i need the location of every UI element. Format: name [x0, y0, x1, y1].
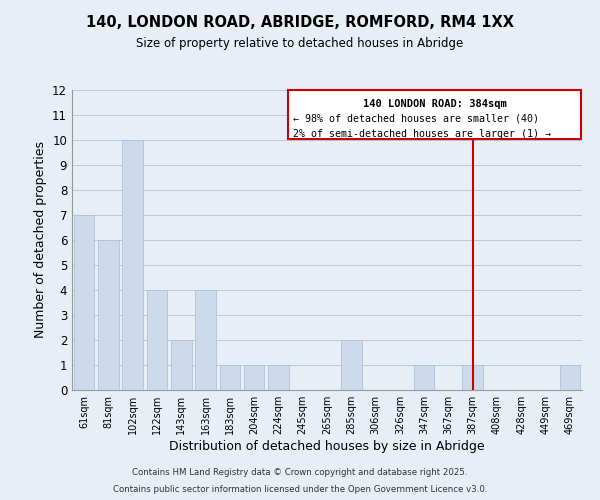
Text: 140 LONDON ROAD: 384sqm: 140 LONDON ROAD: 384sqm [362, 99, 506, 109]
Bar [268, 365, 289, 390]
Bar [195, 290, 216, 390]
Bar [463, 365, 483, 390]
Bar [220, 365, 240, 390]
Text: 2% of semi-detached houses are larger (1) →: 2% of semi-detached houses are larger (1… [293, 128, 551, 138]
Bar [341, 340, 362, 390]
Text: Contains HM Land Registry data © Crown copyright and database right 2025.: Contains HM Land Registry data © Crown c… [132, 468, 468, 477]
X-axis label: Distribution of detached houses by size in Abridge: Distribution of detached houses by size … [169, 440, 485, 453]
Bar [74, 215, 94, 390]
Bar [244, 365, 265, 390]
Bar [171, 340, 191, 390]
Bar [146, 290, 167, 390]
FancyBboxPatch shape [288, 90, 581, 138]
Y-axis label: Number of detached properties: Number of detached properties [34, 142, 47, 338]
Text: ← 98% of detached houses are smaller (40): ← 98% of detached houses are smaller (40… [293, 114, 539, 124]
Bar [122, 140, 143, 390]
Text: 140, LONDON ROAD, ABRIDGE, ROMFORD, RM4 1XX: 140, LONDON ROAD, ABRIDGE, ROMFORD, RM4 … [86, 15, 514, 30]
Bar [560, 365, 580, 390]
Text: Size of property relative to detached houses in Abridge: Size of property relative to detached ho… [136, 38, 464, 51]
Text: Contains public sector information licensed under the Open Government Licence v3: Contains public sector information licen… [113, 484, 487, 494]
Bar [414, 365, 434, 390]
Bar [98, 240, 119, 390]
